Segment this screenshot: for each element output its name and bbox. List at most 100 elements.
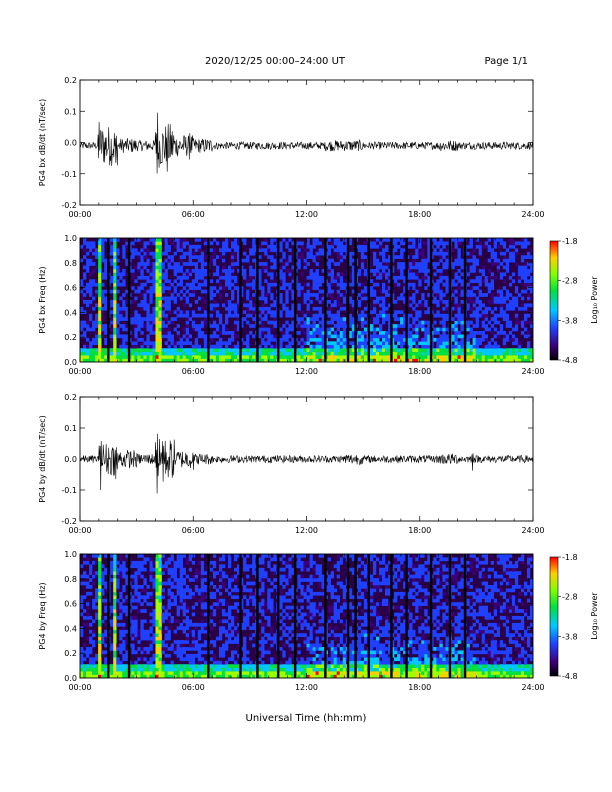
spectrogram-cell <box>86 303 90 308</box>
spectrogram-cell <box>415 244 419 249</box>
spectrogram-cell <box>360 334 365 339</box>
spectrogram-cell <box>197 327 202 332</box>
spectrogram-cell <box>454 300 458 304</box>
spectrogram-cell <box>234 660 238 665</box>
spectrogram-cell <box>306 327 310 332</box>
spectrogram-cell <box>122 244 126 249</box>
spectrogram-cell <box>315 296 319 301</box>
spectrogram-cell <box>285 355 289 359</box>
spectrogram-cell <box>436 269 440 273</box>
spectrogram-cell <box>116 272 120 277</box>
spectrogram-cell <box>403 334 407 339</box>
spectrogram-cell <box>439 320 443 325</box>
spectrogram-cell <box>279 337 283 342</box>
spectrogram-cell <box>224 674 229 679</box>
spectrogram-cell <box>140 674 144 679</box>
spectrogram-cell <box>155 616 159 620</box>
spectrogram-cell <box>98 248 102 253</box>
spectrogram-cell <box>179 269 183 273</box>
spectrogram-cell <box>351 272 356 277</box>
spectrogram-cell <box>508 303 513 308</box>
spectrogram-cell <box>149 238 153 242</box>
spectrogram-cell <box>318 351 322 356</box>
spectrogram-cell <box>125 300 129 304</box>
spectrogram-cell <box>478 306 482 311</box>
spectrogram-cell <box>149 557 153 562</box>
spectrogram-cell <box>478 300 482 304</box>
spectrogram-cell <box>270 609 274 613</box>
spectrogram-cell <box>261 664 265 668</box>
spectrogram-cell <box>234 327 238 332</box>
spectrogram-cell <box>149 269 153 273</box>
spectrogram-cell <box>472 334 476 339</box>
spectrogram-cell <box>309 300 313 304</box>
spectrogram-cell <box>240 671 244 675</box>
spectrogram-cell <box>86 262 90 266</box>
spectrogram-cell <box>143 275 147 280</box>
spectrogram-cell <box>125 657 129 662</box>
spectrogram-cell <box>502 337 507 342</box>
spectrogram-cell <box>505 317 510 321</box>
spectrogram-cell <box>336 289 341 294</box>
spectrogram-cell <box>125 348 129 352</box>
spectrogram-cell <box>273 358 277 363</box>
spectrogram-cell <box>122 657 126 662</box>
spectrogram-cell <box>517 348 522 352</box>
spectrogram-cell <box>185 341 190 346</box>
spectrogram-cell <box>261 296 265 301</box>
spectrogram-cell <box>279 351 283 356</box>
spectrogram-cell <box>179 255 183 259</box>
spectrogram-cell <box>152 612 156 617</box>
spectrogram-cell <box>218 344 223 349</box>
spectrogram-cell <box>98 327 102 332</box>
spectrogram-cell <box>149 286 153 290</box>
spectrogram-cell <box>258 334 262 339</box>
spectrogram-cell <box>481 337 485 342</box>
spectrogram-cell <box>80 598 84 603</box>
spectrogram-cell <box>197 334 202 339</box>
spectrogram-cell <box>155 327 159 332</box>
spectrogram-cell <box>270 282 274 287</box>
spectrogram-cell <box>227 640 232 644</box>
spectrogram-cell <box>282 351 286 356</box>
spectrogram-cell <box>412 241 416 246</box>
spectrogram-cell <box>433 351 437 356</box>
spectrogram-cell <box>252 348 256 352</box>
spectrogram-cell <box>110 262 114 266</box>
spectrogram-cell <box>348 258 353 263</box>
spectrogram-cell <box>134 324 138 328</box>
spectrogram-cell <box>466 324 470 328</box>
spectrogram-cell <box>391 269 395 273</box>
spectrogram-cell <box>137 560 141 565</box>
spectrogram-cell <box>89 640 93 644</box>
spectrogram-cell <box>185 313 190 318</box>
spectrogram-cell <box>303 358 307 363</box>
spectrogram-cell <box>403 289 407 294</box>
spectrogram-cell <box>98 286 102 290</box>
spectrogram-cell <box>297 262 301 266</box>
spectrogram-cell <box>137 255 141 259</box>
spectrogram-cell <box>261 660 265 665</box>
spectrogram-cell <box>342 286 347 290</box>
spectrogram-cell <box>264 667 268 672</box>
spectrogram-cell <box>508 337 513 342</box>
spectrogram-cell <box>378 334 383 339</box>
spectrogram-cell <box>200 289 205 294</box>
spectrogram-cell <box>439 293 443 297</box>
spectrogram-cell <box>261 640 265 644</box>
spectrogram-cell <box>200 358 205 363</box>
spectrogram-cell <box>86 344 90 349</box>
spectrogram-cell <box>439 238 443 242</box>
spectrogram-cell <box>249 324 253 328</box>
spectrogram-cell <box>161 279 165 284</box>
spectrogram-cell <box>221 609 226 613</box>
spectrogram-cell <box>95 657 99 662</box>
spectrogram-cell <box>466 282 470 287</box>
spectrogram-cell <box>267 622 271 627</box>
spectrogram-cell <box>412 282 416 287</box>
spectrogram-cell <box>224 633 229 637</box>
spectrogram-cell <box>137 657 141 662</box>
spectrogram-cell <box>330 313 334 318</box>
spectrogram-cell <box>391 341 395 346</box>
spectrogram-cell <box>433 337 437 342</box>
